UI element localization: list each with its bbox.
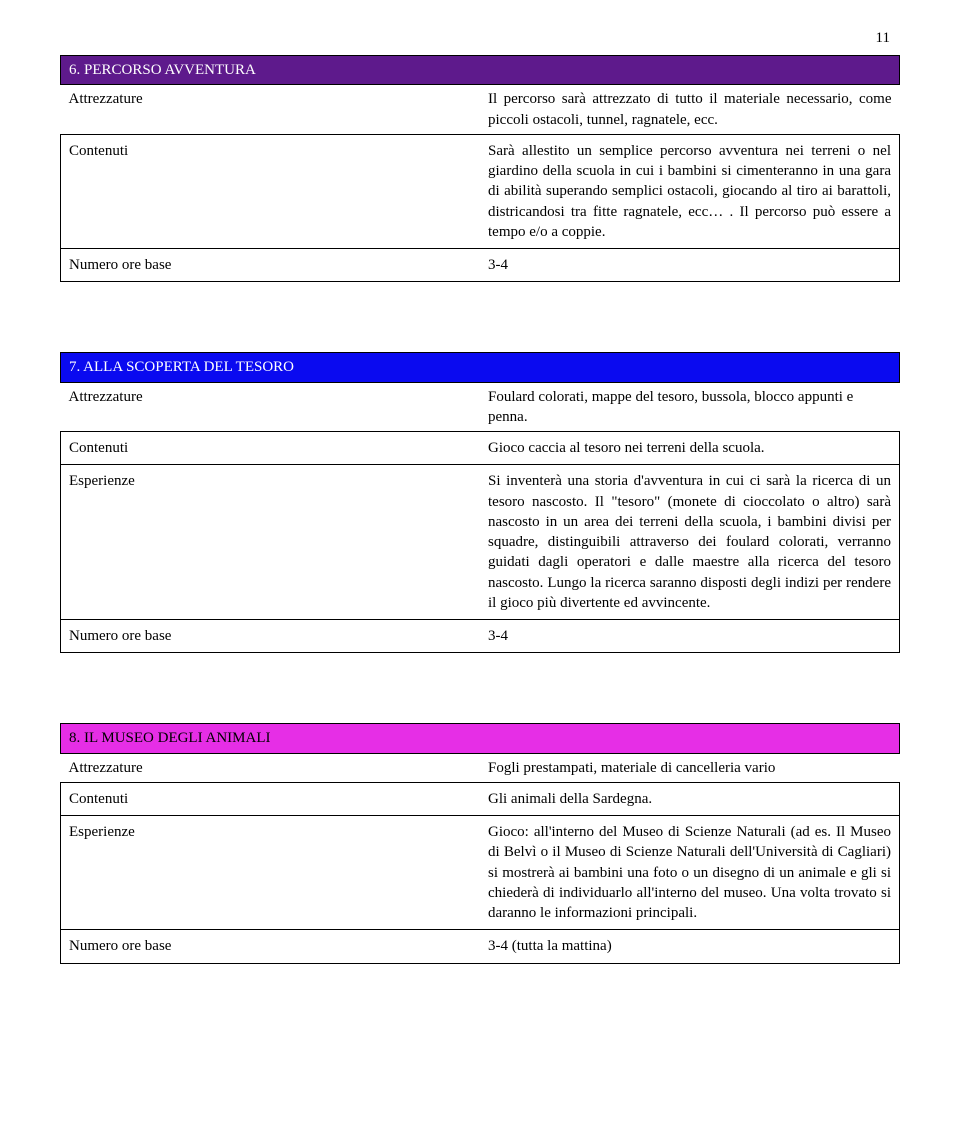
section-8: 8. IL MUSEO DEGLI ANIMALI Attrezzature F… [60,723,900,963]
row-label: Attrezzature [61,85,481,135]
section-6-header: 6. PERCORSO AVVENTURA [61,56,899,84]
section-6-table: 6. PERCORSO AVVENTURA Attrezzature Il pe… [60,55,900,282]
section-7-header: 7. ALLA SCOPERTA DEL TESORO [61,353,899,381]
row-value: 3-4 [480,620,900,653]
row-value: Gli animali della Sardegna. [480,782,900,815]
row-value: Gioco: all'interno del Museo di Scienze … [480,816,900,930]
page-number: 11 [60,30,900,47]
section-7: 7. ALLA SCOPERTA DEL TESORO Attrezzature… [60,352,900,653]
section-8-table: 8. IL MUSEO DEGLI ANIMALI Attrezzature F… [60,723,900,963]
row-label: Attrezzature [61,753,481,782]
row-label: Numero ore base [61,930,481,963]
row-label: Esperienze [61,465,481,620]
row-value: Il percorso sarà attrezzato di tutto il … [480,85,900,135]
section-8-header: 8. IL MUSEO DEGLI ANIMALI [61,724,899,752]
row-label: Numero ore base [61,249,481,282]
row-value: Si inventerà una storia d'avventura in c… [480,465,900,620]
row-value: Sarà allestito un semplice percorso avve… [480,134,900,248]
row-label: Contenuti [61,432,481,465]
row-value: 3-4 [480,249,900,282]
section-6: 6. PERCORSO AVVENTURA Attrezzature Il pe… [60,55,900,282]
row-value: Gioco caccia al tesoro nei terreni della… [480,432,900,465]
row-label: Attrezzature [61,382,481,432]
row-label: Numero ore base [61,620,481,653]
row-label: Esperienze [61,816,481,930]
row-label: Contenuti [61,782,481,815]
row-label: Contenuti [61,134,481,248]
row-value: Foulard colorati, mappe del tesoro, buss… [480,382,900,432]
row-value: Fogli prestampati, materiale di cancelle… [480,753,900,782]
section-7-table: 7. ALLA SCOPERTA DEL TESORO Attrezzature… [60,352,900,653]
row-value: 3-4 (tutta la mattina) [480,930,900,963]
